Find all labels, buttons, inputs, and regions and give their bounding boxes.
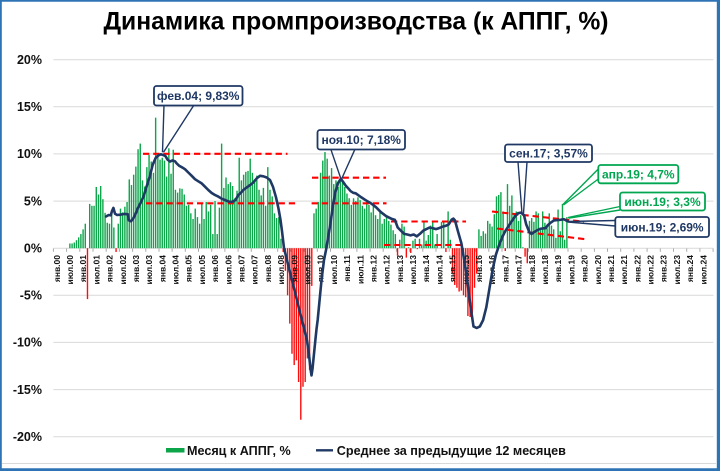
svg-text:янв.05: янв.05: [184, 255, 194, 282]
svg-text:июл.09: июл.09: [302, 255, 312, 285]
svg-text:янв.11: янв.11: [342, 255, 352, 282]
svg-text:янв.10: янв.10: [316, 255, 326, 282]
svg-text:0%: 0%: [24, 241, 42, 255]
svg-text:янв.02: янв.02: [105, 255, 115, 282]
svg-text:ноя.10; 7,18%: ноя.10; 7,18%: [322, 133, 402, 147]
svg-text:янв.03: янв.03: [131, 255, 141, 282]
svg-text:июл.23: июл.23: [672, 255, 682, 285]
svg-text:-10%: -10%: [13, 336, 42, 350]
svg-text:янв.06: янв.06: [210, 255, 220, 282]
svg-text:июл.04: июл.04: [170, 255, 180, 285]
svg-text:янв.01: янв.01: [78, 255, 88, 282]
svg-text:июл.21: июл.21: [619, 255, 629, 285]
svg-text:янв.18: янв.18: [527, 255, 537, 282]
svg-text:Месяц к АППГ, %: Месяц к АППГ, %: [187, 444, 291, 458]
svg-text:-5%: -5%: [20, 289, 42, 303]
svg-text:10%: 10%: [17, 147, 42, 161]
svg-text:Динамика промпроизводства (к А: Динамика промпроизводства (к АППГ, %): [103, 9, 608, 36]
svg-text:янв.20: янв.20: [580, 255, 590, 282]
svg-text:июл.07: июл.07: [250, 255, 260, 285]
svg-text:июл.10: июл.10: [329, 255, 339, 285]
svg-text:апр.19; 4,7%: апр.19; 4,7%: [602, 168, 675, 182]
svg-text:янв.19: янв.19: [553, 255, 563, 282]
svg-text:июл.24: июл.24: [698, 255, 708, 285]
svg-text:5%: 5%: [24, 194, 42, 208]
svg-text:июл.01: июл.01: [91, 255, 101, 285]
svg-text:янв.23: янв.23: [659, 255, 669, 282]
svg-text:июн.19; 2,69%: июн.19; 2,69%: [621, 220, 704, 234]
svg-text:-15%: -15%: [13, 383, 42, 397]
svg-text:фев.04; 9,83%: фев.04; 9,83%: [157, 89, 240, 103]
svg-text:июл.12: июл.12: [382, 255, 392, 285]
svg-text:июл.00: июл.00: [65, 255, 75, 285]
svg-text:июл.18: июл.18: [540, 255, 550, 285]
svg-text:янв.16: янв.16: [474, 255, 484, 282]
svg-text:июл.13: июл.13: [408, 255, 418, 285]
svg-text:июл.08: июл.08: [276, 255, 286, 285]
svg-text:июл.22: июл.22: [645, 255, 655, 285]
svg-text:сен.17; 3,57%: сен.17; 3,57%: [509, 147, 588, 161]
svg-text:янв.22: янв.22: [632, 255, 642, 282]
svg-text:июл.17: июл.17: [514, 255, 524, 285]
svg-text:янв.09: янв.09: [289, 255, 299, 282]
svg-text:янв.15: янв.15: [448, 255, 458, 282]
svg-text:янв.21: янв.21: [606, 255, 616, 282]
svg-text:янв.24: янв.24: [685, 255, 695, 282]
svg-text:Среднее за предыдущие 12 месяц: Среднее за предыдущие 12 месяцев: [337, 444, 566, 458]
svg-text:июн.19; 3,3%: июн.19; 3,3%: [624, 195, 701, 209]
svg-text:июл.06: июл.06: [223, 255, 233, 285]
svg-text:июл.20: июл.20: [593, 255, 603, 285]
svg-text:янв.07: янв.07: [236, 255, 246, 282]
svg-text:янв.04: янв.04: [157, 255, 167, 282]
svg-text:янв.12: янв.12: [368, 255, 378, 282]
svg-text:-20%: -20%: [13, 430, 42, 444]
svg-text:июл.05: июл.05: [197, 255, 207, 285]
svg-text:июл.11: июл.11: [355, 255, 365, 284]
svg-text:июл.03: июл.03: [144, 255, 154, 285]
svg-text:июл.19: июл.19: [566, 255, 576, 285]
svg-text:янв.17: янв.17: [500, 255, 510, 282]
svg-text:20%: 20%: [17, 53, 42, 67]
svg-text:15%: 15%: [17, 100, 42, 114]
svg-text:янв.08: янв.08: [263, 255, 273, 282]
svg-text:янв.13: янв.13: [395, 255, 405, 282]
svg-text:июл.02: июл.02: [118, 255, 128, 285]
svg-text:июл.14: июл.14: [434, 255, 444, 285]
svg-text:янв.14: янв.14: [421, 255, 431, 282]
svg-text:янв.00: янв.00: [52, 255, 62, 282]
